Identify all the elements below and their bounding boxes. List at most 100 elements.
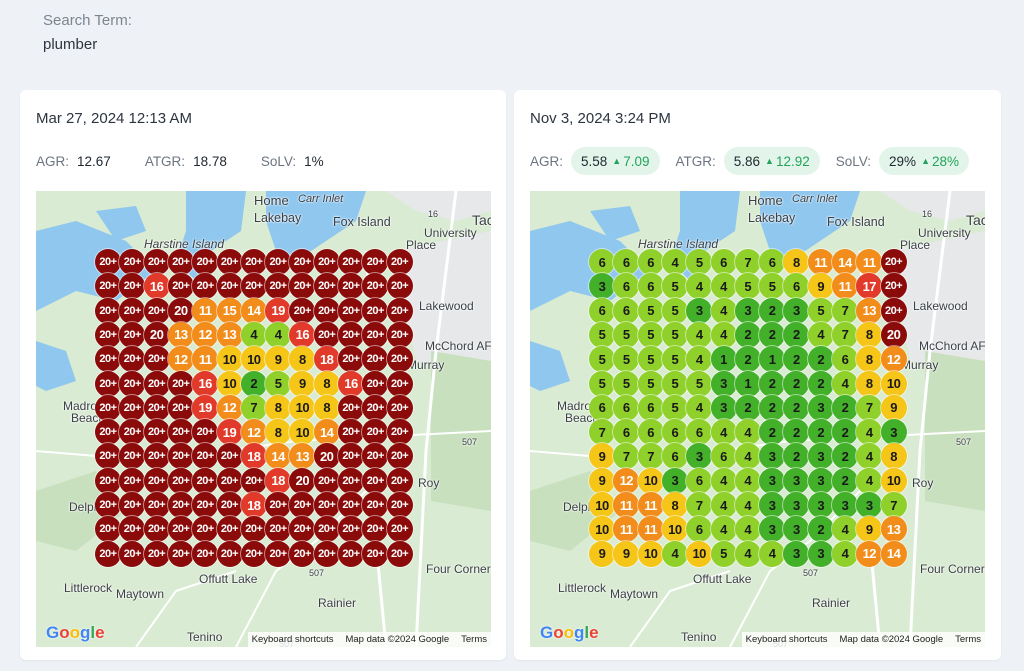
rank-pin[interactable]: 10 [289, 394, 316, 421]
terms-link[interactable]: Terms [461, 634, 487, 645]
rank-pin[interactable]: 20+ [119, 394, 146, 421]
rank-pin[interactable]: 8 [313, 370, 340, 397]
rank-pin[interactable]: 5 [265, 370, 292, 397]
rank-pin[interactable]: 20+ [143, 443, 170, 470]
rank-pin[interactable]: 3 [783, 516, 810, 543]
rank-pin[interactable]: 5 [759, 273, 786, 300]
rank-pin[interactable]: 3 [759, 443, 786, 470]
rank-pin[interactable]: 12 [880, 346, 907, 373]
rank-pin[interactable]: 9 [589, 540, 615, 567]
rank-pin[interactable]: 20+ [880, 249, 907, 275]
rank-pin[interactable]: 20+ [167, 516, 194, 543]
rank-pin[interactable]: 20+ [880, 297, 907, 324]
rank-pin[interactable]: 19 [265, 297, 292, 324]
rank-pin[interactable]: 5 [661, 273, 688, 300]
rank-pin[interactable]: 6 [637, 419, 664, 446]
rank-pin[interactable]: 20+ [95, 321, 121, 348]
rank-pin[interactable]: 20+ [240, 467, 267, 494]
rank-pin[interactable]: 2 [783, 394, 810, 421]
rank-pin[interactable]: 5 [637, 370, 664, 397]
rank-pin[interactable]: 20+ [362, 419, 389, 446]
rank-pin[interactable]: 4 [734, 492, 761, 518]
rank-pin[interactable]: 16 [289, 321, 316, 348]
rank-pin[interactable]: 20+ [362, 540, 389, 567]
rank-pin[interactable]: 20+ [338, 443, 364, 470]
rank-pin[interactable]: 20+ [167, 394, 194, 421]
rank-pin[interactable]: 20+ [216, 492, 243, 518]
rank-pin[interactable]: 20+ [386, 346, 413, 373]
rank-pin[interactable]: 5 [589, 370, 615, 397]
rank-pin[interactable]: 14 [240, 297, 267, 324]
rank-pin[interactable]: 1 [759, 346, 786, 373]
rank-pin[interactable]: 20+ [192, 467, 219, 494]
rank-grid-map[interactable]: Home Lakebay Fox Island Harstine Island Univ… [530, 191, 985, 647]
rank-pin[interactable]: 3 [783, 297, 810, 324]
rank-pin[interactable]: 9 [589, 467, 615, 494]
rank-pin[interactable]: 12 [216, 394, 243, 421]
rank-pin[interactable]: 2 [783, 443, 810, 470]
rank-pin[interactable]: 20+ [192, 249, 219, 275]
rank-pin[interactable]: 3 [710, 370, 737, 397]
rank-pin[interactable]: 4 [686, 321, 713, 348]
rank-pin[interactable]: 4 [759, 540, 786, 567]
rank-pin[interactable]: 4 [856, 443, 883, 470]
rank-pin[interactable]: 5 [734, 273, 761, 300]
rank-pin[interactable]: 20+ [386, 492, 413, 518]
rank-pin[interactable]: 4 [710, 321, 737, 348]
rank-pin[interactable]: 9 [265, 346, 292, 373]
rank-pin[interactable]: 2 [759, 370, 786, 397]
rank-pin[interactable]: 11 [832, 273, 858, 300]
rank-pin[interactable]: 20+ [95, 394, 121, 421]
rank-pin[interactable]: 20+ [313, 516, 340, 543]
rank-pin[interactable]: 18 [240, 443, 267, 470]
rank-pin[interactable]: 20+ [338, 346, 364, 373]
rank-pin[interactable]: 20 [143, 321, 170, 348]
rank-pin[interactable]: 7 [734, 249, 761, 275]
rank-pin[interactable]: 20+ [386, 540, 413, 567]
rank-pin[interactable]: 20+ [192, 492, 219, 518]
rank-pin[interactable]: 6 [613, 249, 640, 275]
rank-pin[interactable]: 9 [856, 516, 883, 543]
rank-pin[interactable]: 20+ [119, 492, 146, 518]
rank-pin[interactable]: 20+ [119, 346, 146, 373]
rank-pin[interactable]: 20+ [216, 467, 243, 494]
rank-pin[interactable]: 20+ [95, 370, 121, 397]
rank-pin[interactable]: 17 [856, 273, 883, 300]
rank-pin[interactable]: 20+ [143, 370, 170, 397]
rank-pin[interactable]: 13 [216, 321, 243, 348]
rank-pin[interactable]: 20+ [362, 249, 389, 275]
rank-pin[interactable]: 20+ [338, 467, 364, 494]
rank-pin[interactable]: 20+ [362, 516, 389, 543]
rank-pin[interactable]: 2 [240, 370, 267, 397]
rank-pin[interactable]: 20 [289, 467, 316, 494]
rank-pin[interactable]: 20+ [338, 540, 364, 567]
rank-pin[interactable]: 5 [589, 321, 615, 348]
rank-pin[interactable]: 4 [686, 394, 713, 421]
rank-pin[interactable]: 20+ [167, 419, 194, 446]
rank-pin[interactable]: 6 [759, 249, 786, 275]
rank-pin[interactable]: 20+ [119, 321, 146, 348]
rank-pin[interactable]: 20+ [95, 516, 121, 543]
rank-pin[interactable]: 20+ [167, 249, 194, 275]
rank-pin[interactable]: 20+ [338, 321, 364, 348]
rank-pin[interactable]: 20+ [143, 467, 170, 494]
rank-pin[interactable]: 20+ [167, 273, 194, 300]
rank-pin[interactable]: 20+ [216, 540, 243, 567]
rank-pin[interactable]: 3 [832, 492, 858, 518]
rank-pin[interactable]: 20+ [143, 297, 170, 324]
rank-pin[interactable]: 10 [686, 540, 713, 567]
rank-pin[interactable]: 20+ [313, 467, 340, 494]
rank-pin[interactable]: 20+ [167, 370, 194, 397]
rank-pin[interactable]: 20+ [95, 273, 121, 300]
rank-pin[interactable]: 11 [637, 492, 664, 518]
rank-grid-map[interactable]: Home Lakebay Fox Island Harstine Island Univ… [36, 191, 491, 647]
rank-pin[interactable]: 20+ [289, 273, 316, 300]
rank-pin[interactable]: 2 [807, 419, 834, 446]
rank-pin[interactable]: 10 [240, 346, 267, 373]
rank-pin[interactable]: 3 [710, 394, 737, 421]
rank-pin[interactable]: 3 [807, 394, 834, 421]
rank-pin[interactable]: 13 [167, 321, 194, 348]
rank-pin[interactable]: 2 [734, 394, 761, 421]
rank-pin[interactable]: 20+ [216, 516, 243, 543]
rank-pin[interactable]: 4 [734, 419, 761, 446]
